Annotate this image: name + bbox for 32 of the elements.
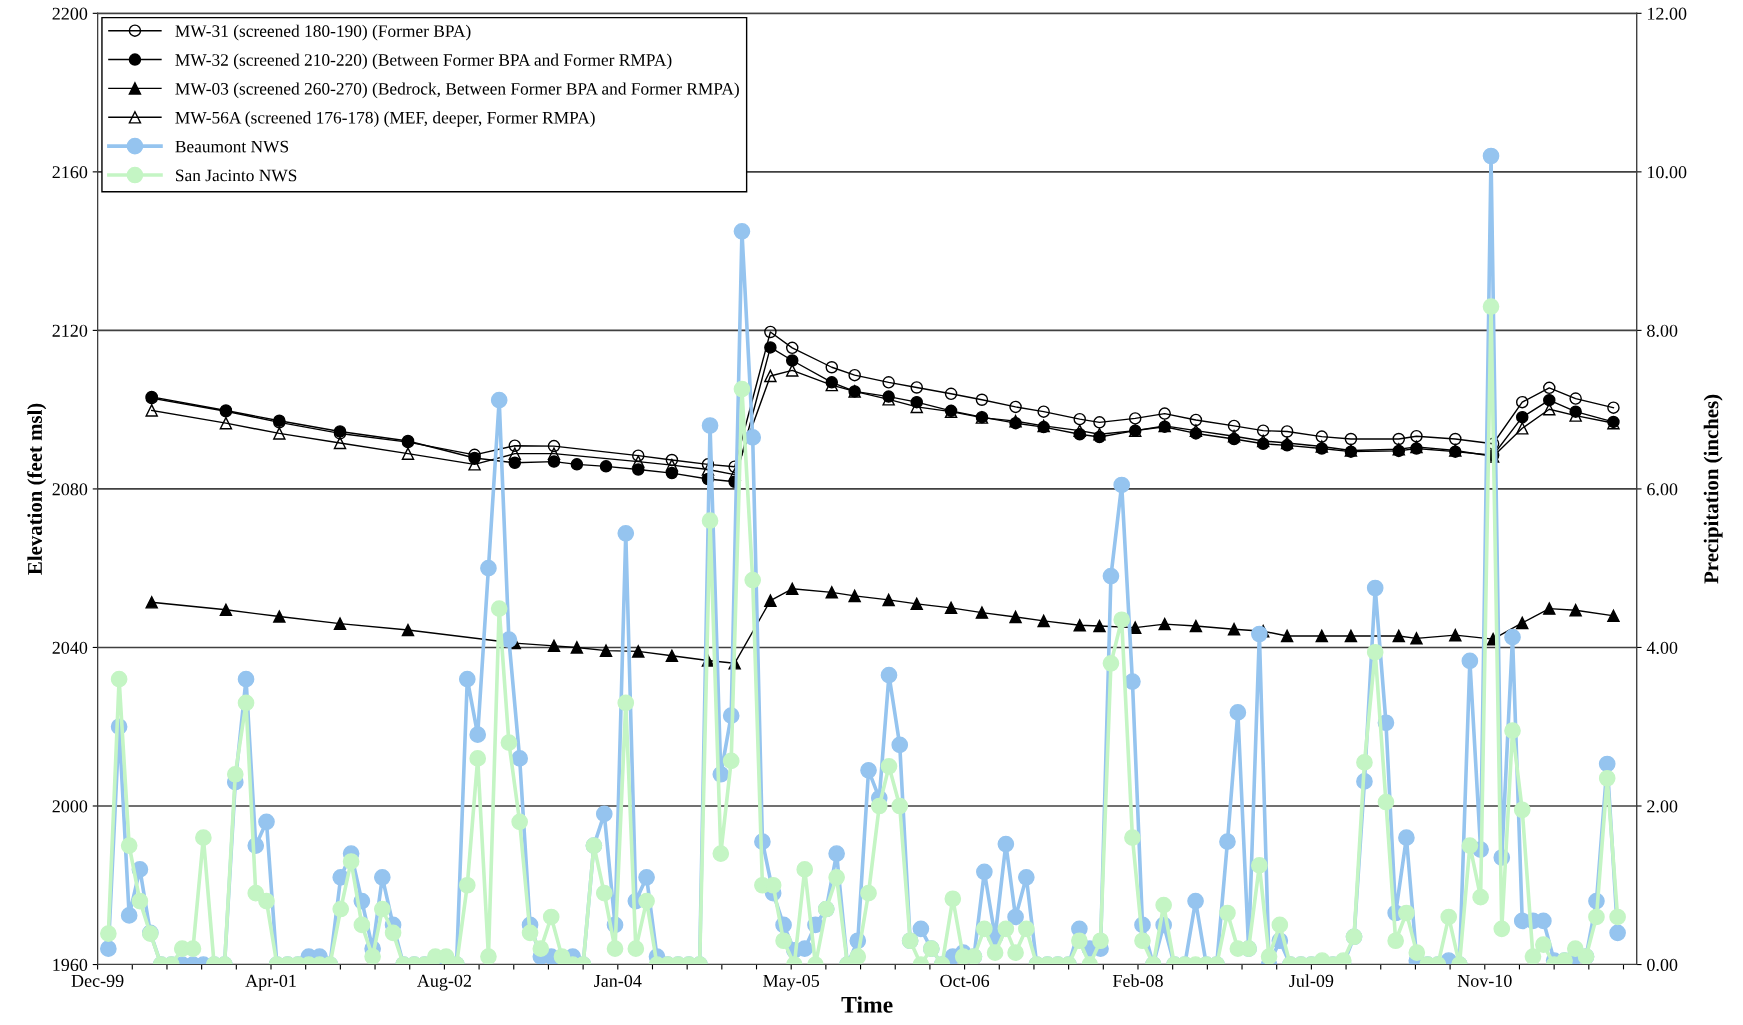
legend-label: MW-32 (screened 210-220) (Between Former BPA and Former RMPA) <box>175 53 672 70</box>
y2-axis-title: Precipitation (inches) <box>1703 394 1723 584</box>
y-tick-label: 1960 <box>53 958 88 971</box>
y2-tick-label: 4.00 <box>1646 641 1678 654</box>
legend-label: MW-03 (screened 260-270) (Bedrock, Between Former BPA and Former RMPA) <box>175 82 739 99</box>
y2-tick-label: 12.00 <box>1647 7 1687 20</box>
y2-tick-label: 6.00 <box>1647 483 1678 496</box>
y2-tick-label: 8.00 <box>1647 324 1678 337</box>
y-axis-title: Elevation (feet msl) <box>27 403 47 575</box>
legend-label: MW-31 (screened 180-190) (Former BPA) <box>175 24 471 41</box>
y-tick-label: 2040 <box>52 641 88 654</box>
y-tick-label: 2160 <box>52 166 88 179</box>
legend-label: San Jacinto NWS <box>176 169 297 182</box>
legend-label: Beaumont NWS <box>175 140 289 153</box>
y-tick-label: 2000 <box>52 800 88 813</box>
x-tick-label: Jan-04 <box>594 974 642 987</box>
x-tick-label: Dec-99 <box>71 974 124 987</box>
x-tick-label: May-05 <box>763 974 820 991</box>
y2-tick-label: 2.00 <box>1647 800 1678 813</box>
x-tick-label: Aug-02 <box>417 974 471 991</box>
y-tick-label: 2080 <box>52 483 88 496</box>
x-tick-label: Oct-06 <box>940 974 990 987</box>
x-axis-title: Time <box>841 996 893 1013</box>
y2-tick-label: 10.00 <box>1647 166 1687 179</box>
x-tick-label: Nov-10 <box>1457 974 1512 987</box>
x-tick-label: Jul-09 <box>1289 974 1334 987</box>
x-tick-label: Apr-01 <box>245 974 296 991</box>
x-tick-label: Feb-08 <box>1112 974 1163 987</box>
y2-tick-label: 0.00 <box>1647 958 1678 972</box>
legend-label: MW-56A (screened 176-178) (MEF, deeper, Former RMPA) <box>175 111 595 128</box>
y-tick-label: 2120 <box>52 324 88 337</box>
y-tick-label: 2200 <box>52 7 88 20</box>
